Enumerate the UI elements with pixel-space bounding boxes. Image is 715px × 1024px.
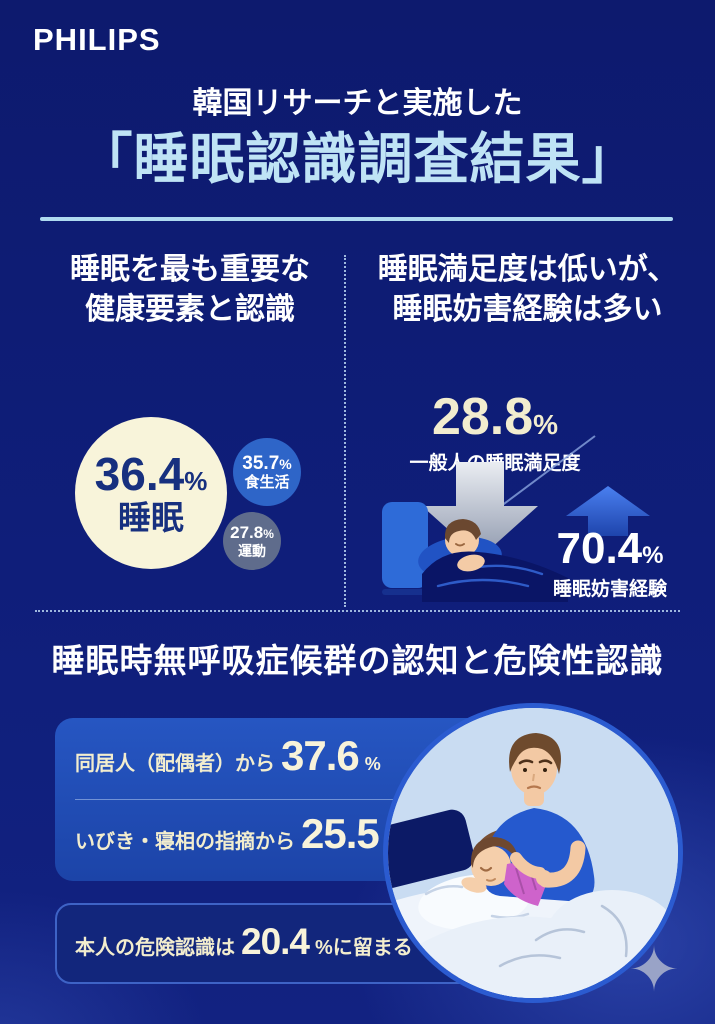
- arrow-down-icon: [422, 462, 538, 558]
- page-title: 「睡眠認識調査結果」: [77, 128, 638, 190]
- sleeping-person-illustration: [382, 502, 568, 602]
- bubble-exercise-value: 27.8%: [230, 522, 274, 543]
- bubble-sleep-label: 睡眠: [118, 499, 184, 536]
- stat-disturbance-number: 70.4: [556, 524, 643, 573]
- stat-satisfaction: 28.8%: [360, 390, 630, 444]
- satisfaction-heading-line2: 睡眠妨害経験は多い: [392, 293, 663, 326]
- bubble-sleep-number: 36.4: [94, 448, 185, 500]
- apnea-row-self: 本人の危険認識は 20.4 %に留まる: [75, 921, 413, 963]
- bubble-exercise-unit: %: [263, 526, 274, 541]
- apnea-row-self-text: 本人の危険認識は: [75, 937, 235, 959]
- apnea-row-snoring-text: いびき・寝相の指摘から: [75, 831, 295, 853]
- panel-divider-line: [75, 799, 477, 800]
- vertical-dotted-divider: [344, 255, 346, 607]
- apnea-row-snoring-number: 25.5: [301, 810, 380, 857]
- arrow-up-icon: [566, 486, 650, 536]
- stat-satisfaction-number: 28.8: [431, 388, 534, 446]
- apnea-row-self-number: 20.4: [241, 921, 310, 962]
- horizontal-dotted-divider: [35, 610, 680, 612]
- stat-disturbance: 70.4%: [528, 526, 692, 572]
- bubble-exercise: 27.8% 運動: [223, 512, 281, 570]
- couple-waking-illustration: [388, 708, 678, 998]
- bubble-exercise-number: 27.8: [230, 522, 264, 542]
- title-underline: [40, 217, 673, 221]
- bubble-diet-number: 35.7: [242, 452, 280, 474]
- apnea-row-cohabitant-text: 同居人（配偶者）から: [75, 753, 275, 775]
- bubble-diet: 35.7% 食生活: [233, 438, 301, 506]
- bubble-sleep-unit: %: [184, 466, 208, 496]
- bubble-exercise-label: 運動: [238, 542, 266, 559]
- section-apnea: 睡眠時無呼吸症候群の認知と危険性認識 同居人（配偶者）から 37.6 % いびき…: [0, 622, 715, 1024]
- apnea-row-cohabitant: 同居人（配偶者）から 37.6 %: [75, 732, 381, 780]
- apnea-row-self-suffix: %に留まる: [315, 937, 413, 959]
- couple-illustration-circle: [383, 703, 683, 1003]
- sparkle-icon: ✦: [628, 936, 680, 1005]
- bubble-diet-label: 食生活: [244, 473, 290, 491]
- satisfaction-heading-line1: 睡眠満足度は低いが、: [377, 253, 678, 286]
- bubble-diet-value: 35.7%: [242, 452, 292, 474]
- importance-heading-line1: 睡眠を最も重要な: [70, 253, 310, 286]
- stat-disturbance-label: 睡眠妨害経験: [552, 579, 667, 600]
- section-importance: 睡眠を最も重要な 健康要素と認識 36.4% 睡眠 35.7% 食生活 27.8…: [35, 250, 345, 612]
- section-satisfaction: 睡眠満足度は低いが、 睡眠妨害経験は多い 28.8% 一般人の睡眠満足度: [360, 250, 695, 612]
- apnea-row-cohabitant-unit: %: [364, 754, 381, 774]
- satisfaction-heading: 睡眠満足度は低いが、 睡眠妨害経験は多い: [360, 250, 695, 330]
- bubble-diet-unit: %: [279, 455, 292, 472]
- apnea-row-snoring: いびき・寝相の指摘から 25.5 %: [75, 810, 401, 858]
- bubble-sleep: 36.4% 睡眠: [75, 417, 227, 569]
- apnea-heading: 睡眠時無呼吸症候群の認知と危険性認識: [51, 642, 664, 679]
- stat-satisfaction-unit: %: [533, 409, 559, 440]
- philips-logo: PHILIPS: [33, 22, 161, 57]
- importance-heading-line2: 健康要素と認識: [85, 293, 295, 326]
- bubble-sleep-value: 36.4%: [95, 451, 208, 497]
- stat-disturbance-unit: %: [642, 542, 664, 569]
- importance-heading: 睡眠を最も重要な 健康要素と認識: [35, 250, 345, 330]
- apnea-row-cohabitant-number: 37.6: [281, 732, 360, 779]
- header-subtitle: 韓国リサーチと実施した: [192, 87, 523, 120]
